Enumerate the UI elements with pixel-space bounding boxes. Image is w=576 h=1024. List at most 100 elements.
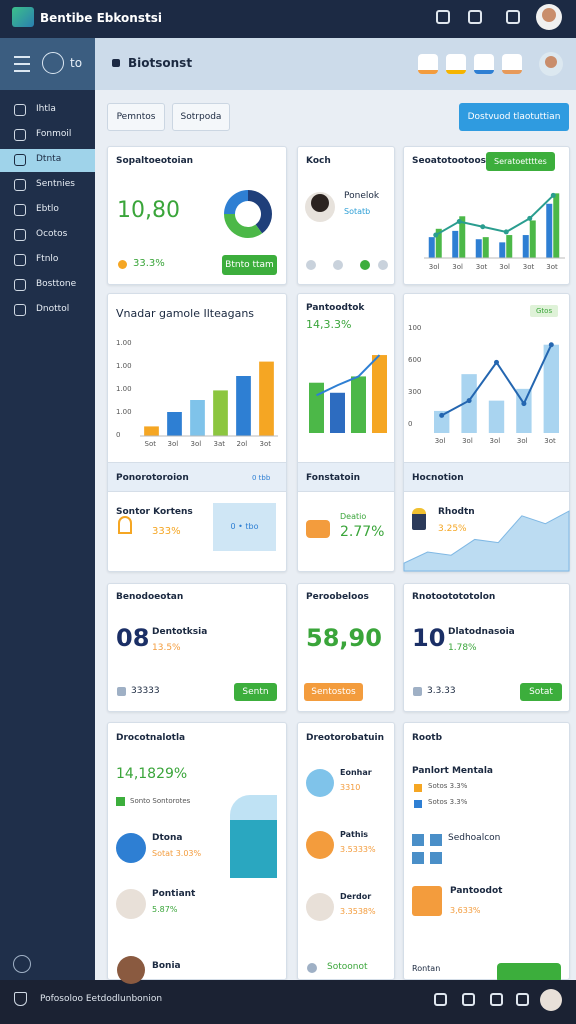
top-icon[interactable] xyxy=(436,10,450,24)
card-title: Pantoodtok xyxy=(306,303,365,313)
toggle[interactable] xyxy=(497,963,561,983)
header-icon[interactable] xyxy=(474,54,494,74)
sidebar-icon xyxy=(14,229,26,241)
sidebar-item[interactable]: Dtnta xyxy=(36,154,62,164)
x-tick-label: 3ol xyxy=(190,440,202,448)
legend-swatch xyxy=(414,784,422,792)
card-title: Fonstatoin xyxy=(306,473,361,483)
sidebar-item[interactable]: Fonmoil xyxy=(36,129,72,139)
footer-icon xyxy=(14,992,27,1006)
x-tick-label: Sot xyxy=(144,440,156,448)
header-icon[interactable] xyxy=(446,54,466,74)
card-footer: Sotoonot xyxy=(327,962,368,972)
footer-text: Pofosoloo Eetdodlunbonion xyxy=(40,994,163,1004)
kpi-change: 1.78% xyxy=(448,643,477,653)
x-tick-label: 2ol xyxy=(236,440,248,448)
primary-button[interactable]: Dostvuod tlaotuttian xyxy=(459,103,569,131)
card-count: 33333 xyxy=(131,686,160,696)
card-title: Sopaltoeotoian xyxy=(116,156,194,166)
x-tick-label: 3ol xyxy=(452,263,463,271)
count-icon xyxy=(413,687,422,696)
x-tick-label: 3ol xyxy=(428,263,440,271)
header-icon[interactable] xyxy=(418,54,438,74)
header-icon[interactable] xyxy=(502,54,522,74)
legend-swatch xyxy=(116,797,125,806)
card-button[interactable]: Sentn xyxy=(234,683,277,701)
kpi-value: 10 xyxy=(412,624,446,652)
y-tick-label: 1.00 xyxy=(116,385,132,393)
toolbar-button[interactable]: Pemntos xyxy=(107,103,165,131)
toolbar-button[interactable]: Sotrpoda xyxy=(172,103,230,131)
card-title: Hocnotion xyxy=(412,473,464,483)
card-button[interactable]: Sentostos xyxy=(304,683,363,701)
card-title: Rootb xyxy=(412,733,443,743)
sidebar-item[interactable]: Ihtla xyxy=(36,104,56,114)
kpi-value: 10,80 xyxy=(117,198,180,223)
list-detail: 3.3538% xyxy=(340,907,376,916)
top-icon[interactable] xyxy=(468,10,482,24)
x-tick-label: 3ol xyxy=(489,437,501,445)
card-label: Rhodtn xyxy=(438,507,475,517)
list-name: Pathis xyxy=(340,830,369,839)
sidebar-icon xyxy=(14,154,26,166)
finance-icon xyxy=(306,520,330,538)
page-icon xyxy=(112,59,120,67)
menu-icon[interactable] xyxy=(42,52,64,74)
card-title: Dreotorobatuin xyxy=(306,733,385,743)
sidebar-item[interactable]: Dnottol xyxy=(36,304,70,314)
card-button[interactable]: Sotat xyxy=(520,683,562,701)
card-label: Sontor Kortens xyxy=(116,507,193,517)
card-badge: 0 tbb xyxy=(252,474,271,482)
hamburger-line xyxy=(14,70,30,72)
list-name: Derdor xyxy=(340,892,372,901)
footer-action[interactable] xyxy=(462,993,475,1006)
kpi-value: 58,90 xyxy=(306,624,382,652)
footer-bar xyxy=(0,980,576,1024)
top-icon[interactable] xyxy=(506,10,520,24)
sidebar-icon xyxy=(14,254,26,266)
footer-action[interactable] xyxy=(490,993,503,1006)
x-tick-label: 3ot xyxy=(475,263,488,271)
sidebar-settings[interactable] xyxy=(13,955,31,973)
legend-label: Sotos 3.3% xyxy=(428,782,468,790)
x-tick-label: 3at xyxy=(213,440,226,448)
profile-name: Ponelok xyxy=(344,191,380,201)
card-badge: Seratoettttes xyxy=(486,152,555,171)
sidebar-item[interactable]: Ocotos xyxy=(36,229,68,239)
kpi-change: 333% xyxy=(152,526,181,537)
sidebar-item[interactable]: Ebtlo xyxy=(36,204,59,214)
card-title: Seoatotootoos xyxy=(412,156,487,166)
report-tile xyxy=(430,834,442,846)
list-name: Pantoodot xyxy=(450,886,503,896)
list-detail: 3,633% xyxy=(450,906,481,915)
legend-swatch xyxy=(414,800,422,808)
legend-label: Sonto Sontorotes xyxy=(130,797,191,805)
card-title: Drocotnalotla xyxy=(116,733,186,743)
kpi-value: 08 xyxy=(116,624,150,652)
sidebar-item[interactable]: Ftnlo xyxy=(36,254,59,264)
sidebar-item[interactable]: Bosttone xyxy=(36,279,77,289)
kpi-change: 33.3% xyxy=(133,258,165,269)
y-tick-label: 300 xyxy=(408,388,422,396)
footer-action[interactable] xyxy=(516,993,529,1006)
app-title: Bentibe Ebkonstsi xyxy=(40,11,162,25)
sidebar-item[interactable]: Sentnies xyxy=(36,179,75,189)
kpi-star xyxy=(118,260,127,269)
x-tick-label: 3ot xyxy=(259,440,271,448)
list-name: Bonia xyxy=(152,961,181,971)
card-footer: Rontan xyxy=(412,964,441,973)
card-button[interactable]: Btnto ttam xyxy=(222,255,277,275)
card-title: Peroobeloos xyxy=(306,592,369,602)
card-badge: Gtos xyxy=(530,305,559,317)
list-detail: Sotat 3.03% xyxy=(152,849,202,858)
footer-action[interactable] xyxy=(434,993,447,1006)
x-tick-label: 3ot xyxy=(546,263,558,271)
report-tile xyxy=(430,852,442,864)
card-count: 3.3.33 xyxy=(427,686,456,696)
card-title: Koch xyxy=(306,156,331,166)
hamburger-line xyxy=(14,63,30,65)
x-tick-label: 3ot xyxy=(522,263,535,271)
card-section-header xyxy=(298,462,394,492)
card-label: Dlatodnasoia xyxy=(448,627,515,637)
